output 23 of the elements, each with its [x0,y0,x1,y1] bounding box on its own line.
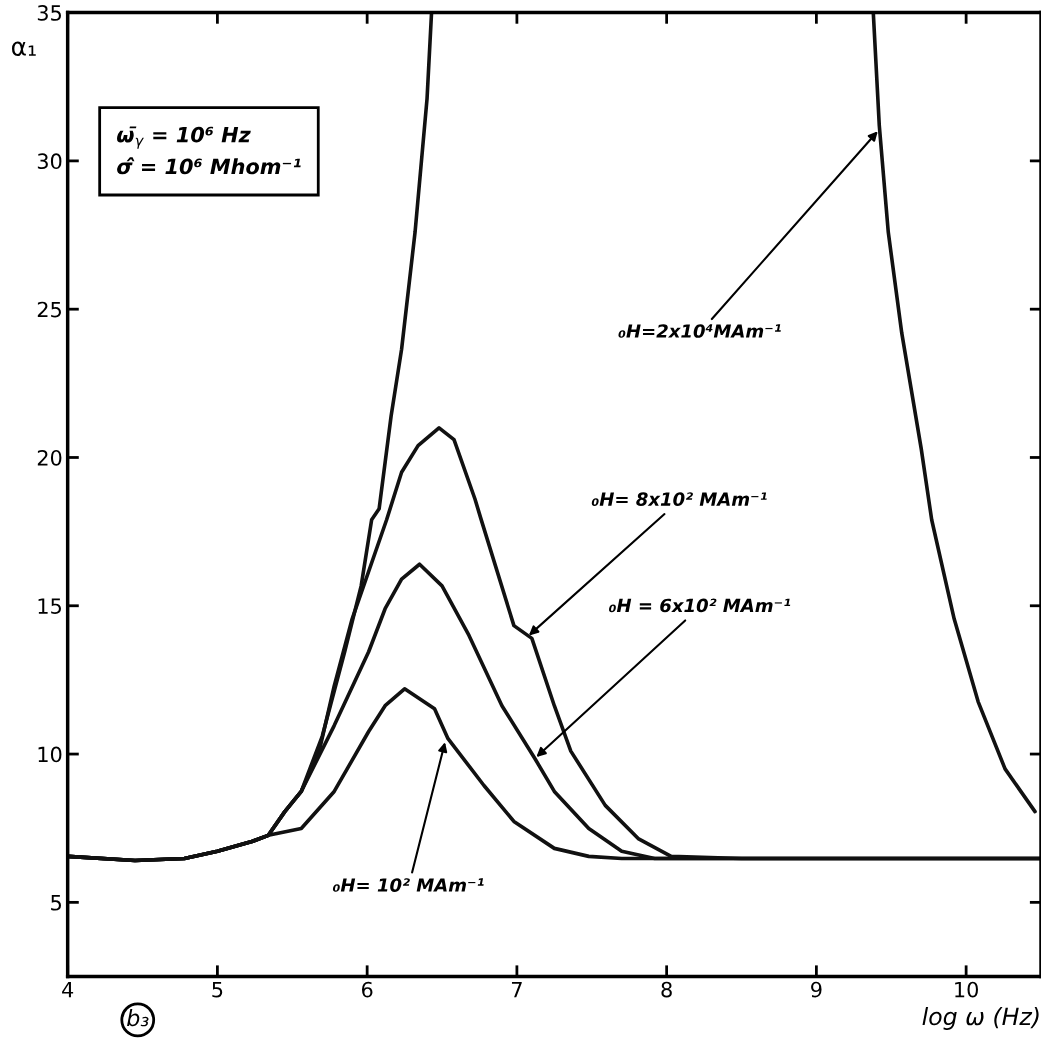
x-tick-label: 6 [361,981,373,998]
x-tick-label: 8 [661,981,672,998]
y-tick-label: 15 [38,598,61,614]
annotation: ω̄$_{γ}$ = 10⁶ Hz [117,126,251,149]
y-tick-label: 25 [37,301,61,318]
annotation: ₀H=2x10⁴MAm⁻¹ [618,324,781,338]
x-axis-title: log ω (Hz) [922,1007,1039,1030]
y-axis-title: α₁ [11,41,36,56]
annotation: ₀H = 6x10² MAm⁻¹ [608,598,791,613]
x-tick-label: 10 [955,981,978,998]
x-tick-label: 4 [62,982,74,998]
y-tick-label: 20 [37,449,62,466]
text: b₃ [127,1009,149,1027]
annotation: ₀H= 10² MAm⁻¹ [332,878,484,892]
y-tick-label: 10 [38,746,62,763]
x-tick-label: 7 [511,982,522,998]
y-tick-label: 30 [37,153,62,170]
annotation: ₀H= 8x10² MAm⁻¹ [591,492,767,506]
annotation: σ̂ = 10⁶ Mhom⁻¹ [117,157,301,175]
y-tick-label: 5 [51,895,61,911]
y-tick-label: 35 [37,5,61,21]
x-tick-label: 5 [212,982,223,998]
x-tick-label: 9 [811,981,822,998]
